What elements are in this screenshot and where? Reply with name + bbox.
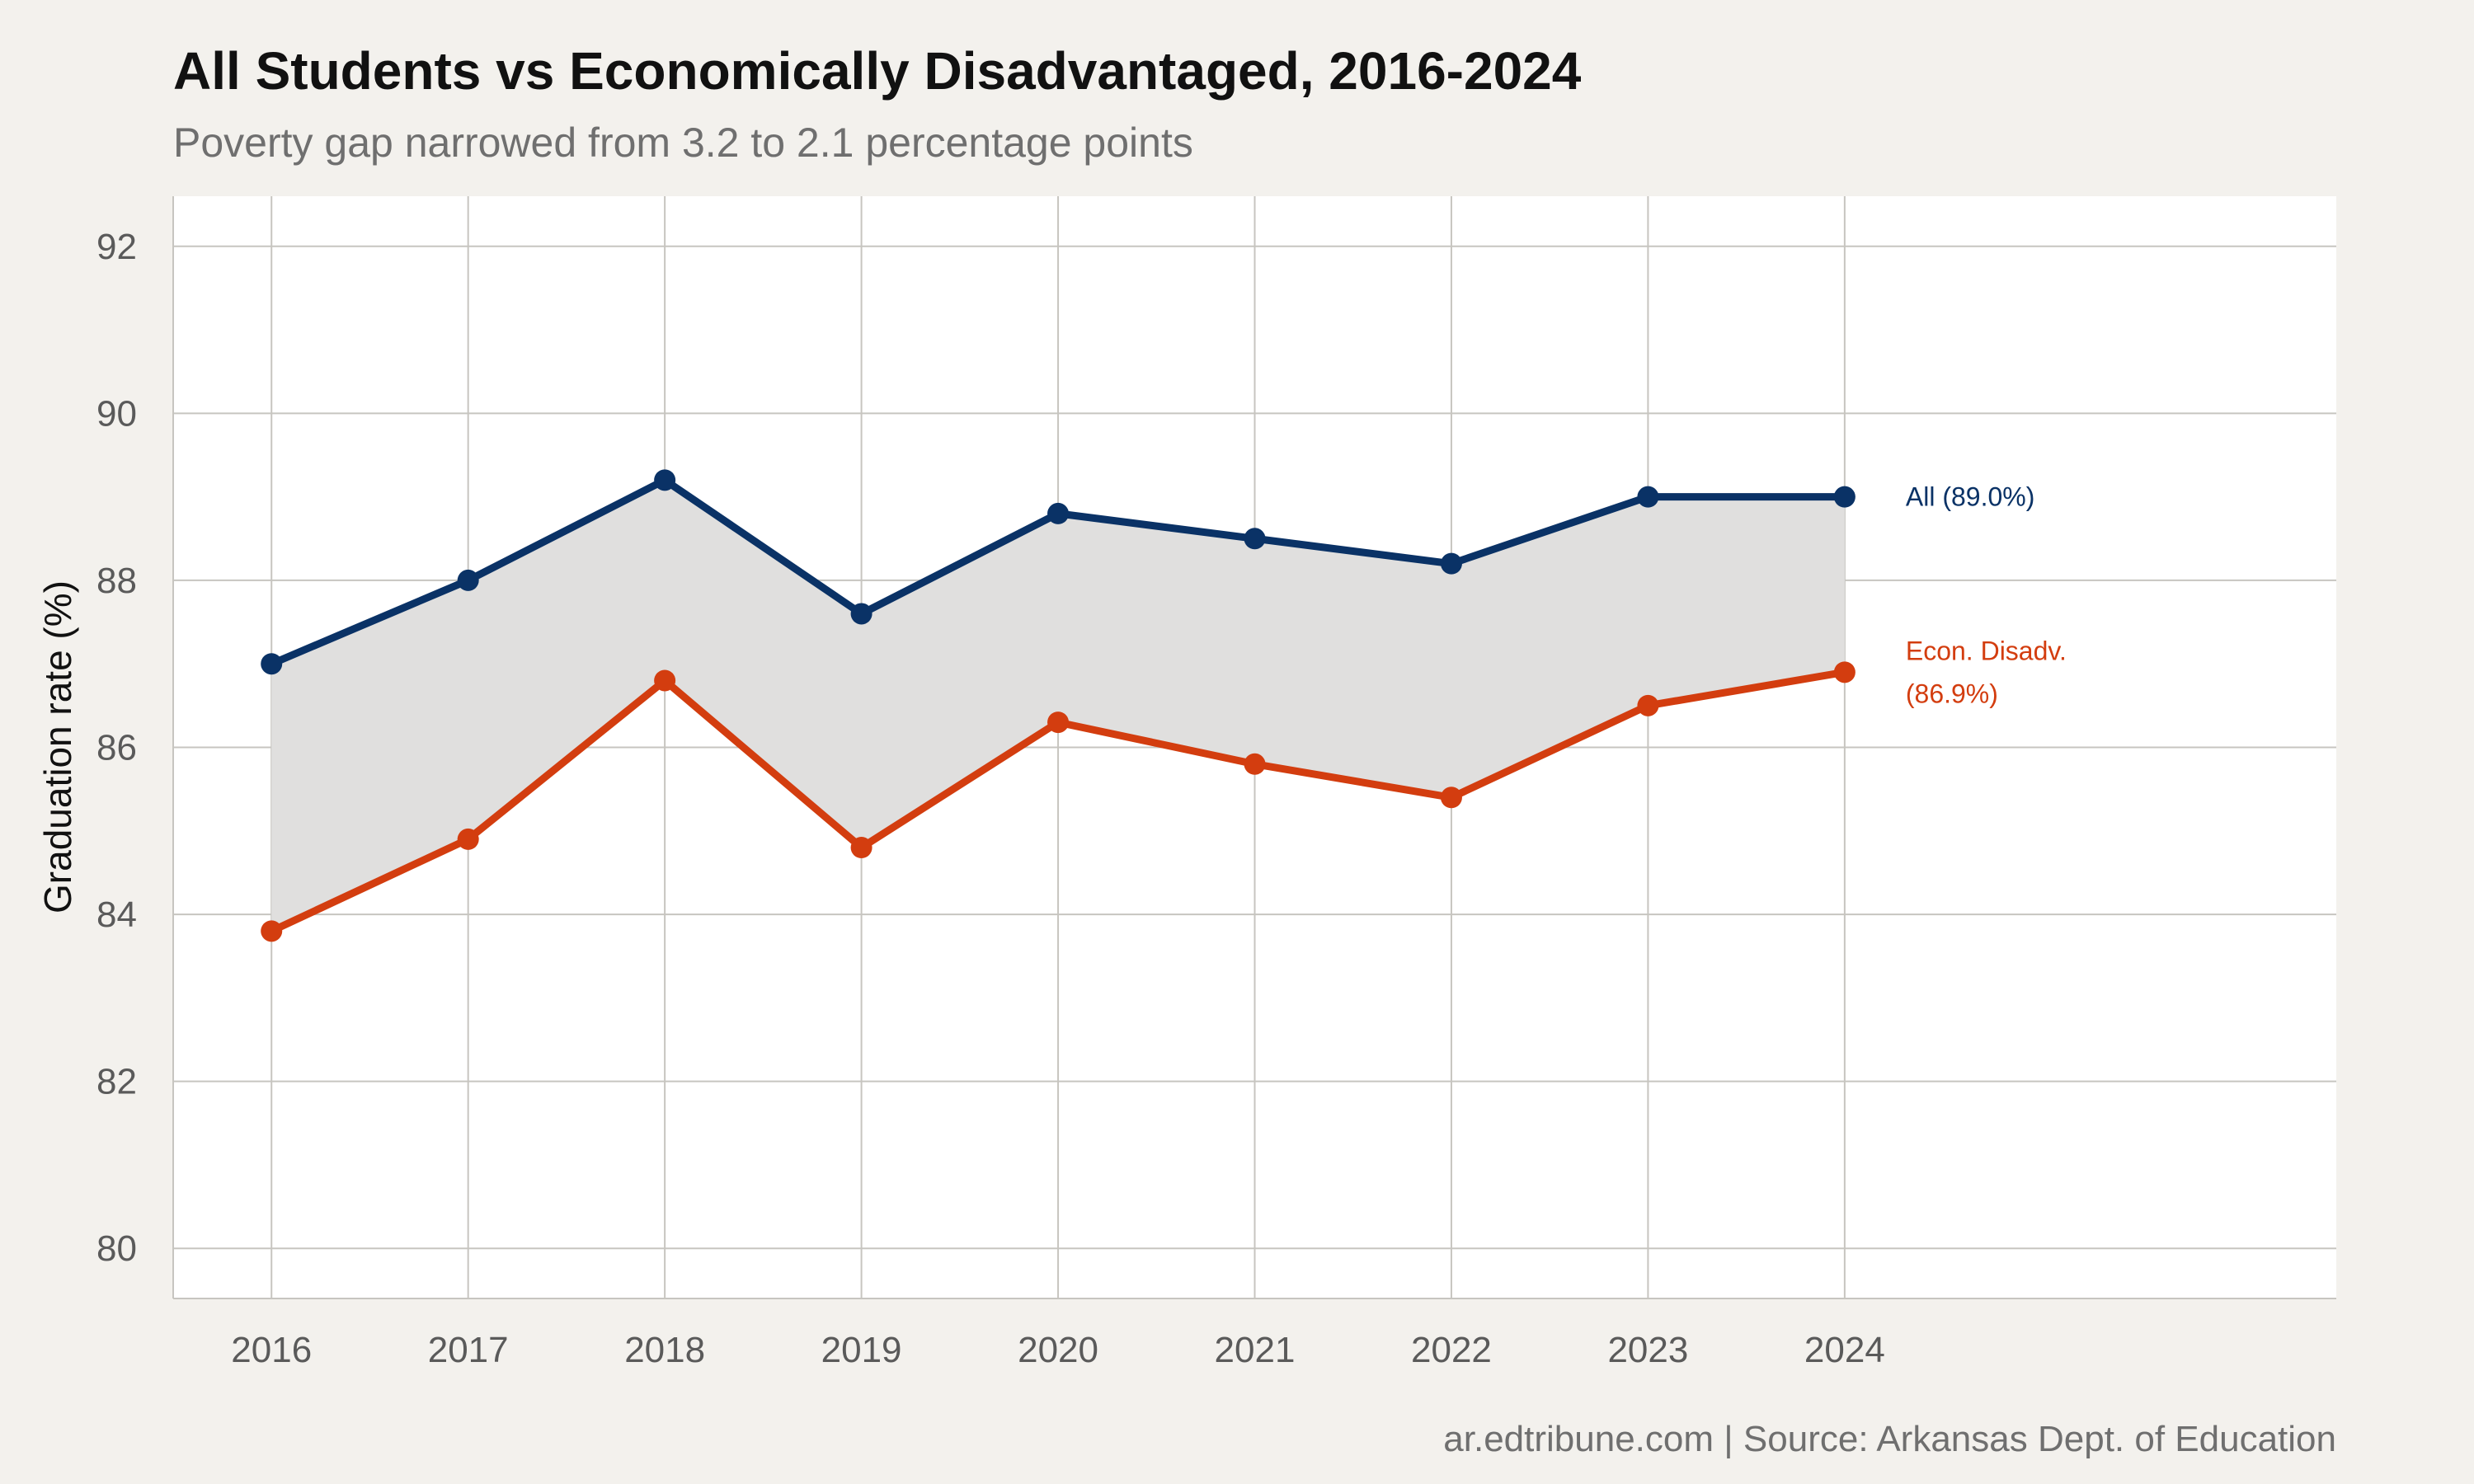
x-tick-label: 2019: [821, 1330, 902, 1370]
y-tick-label: 84: [96, 895, 137, 935]
x-tick-label: 2016: [231, 1330, 312, 1370]
end-labels: All (89.0%) Econ. Disadv. (86.9%): [1906, 482, 2067, 709]
x-tick-label: 2018: [624, 1330, 705, 1370]
x-tick-labels: 2016 2017 2018 2019 2020 2021 2022 2023 2024: [231, 1330, 1885, 1370]
x-tick-label: 2024: [1804, 1330, 1885, 1370]
x-tick-label: 2020: [1018, 1330, 1098, 1370]
x-tick-label: 2021: [1215, 1330, 1296, 1370]
y-tick-label: 86: [96, 728, 137, 768]
data-point: [457, 828, 479, 850]
source-caption: ar.edtribune.com | Source: Arkansas Dept…: [1443, 1419, 2336, 1459]
gap-area: [271, 480, 1845, 932]
data-point: [654, 669, 676, 692]
data-point: [1244, 753, 1266, 775]
data-point: [850, 837, 872, 859]
data-point: [1047, 711, 1070, 734]
chart-subtitle: Poverty gap narrowed from 3.2 to 2.1 per…: [173, 120, 1193, 166]
data-point: [261, 653, 283, 675]
y-axis-title: Graduation rate (%): [36, 580, 79, 913]
y-tick-label: 80: [96, 1228, 137, 1269]
y-tick-label: 92: [96, 227, 137, 267]
end-label: Econ. Disadv.: [1906, 636, 2067, 665]
data-point: [1047, 502, 1070, 524]
x-tick-label: 2017: [428, 1330, 509, 1370]
data-point: [1440, 552, 1462, 575]
x-tick-label: 2023: [1607, 1330, 1688, 1370]
data-point: [1244, 528, 1266, 550]
y-tick-label: 82: [96, 1062, 137, 1102]
data-point: [457, 569, 479, 591]
data-point: [1833, 486, 1856, 508]
x-tick-label: 2022: [1411, 1330, 1492, 1370]
data-point: [654, 469, 676, 491]
series-econ-disadv: [261, 661, 1856, 942]
chart-title: All Students vs Economically Disadvantag…: [173, 41, 1582, 101]
data-point: [1440, 787, 1462, 809]
end-label: (86.9%): [1906, 679, 1998, 708]
data-point: [850, 603, 872, 625]
data-point: [1637, 486, 1659, 508]
data-point: [1833, 661, 1856, 683]
y-tick-labels: 80 82 84 86 88 90 92: [96, 227, 137, 1269]
series-all-students: [261, 469, 1856, 675]
data-point: [261, 920, 283, 942]
series-layer: [261, 469, 1856, 942]
end-label: All (89.0%): [1906, 482, 2035, 512]
y-tick-label: 88: [96, 561, 137, 601]
y-tick-label: 90: [96, 393, 137, 434]
data-point: [1637, 694, 1659, 716]
